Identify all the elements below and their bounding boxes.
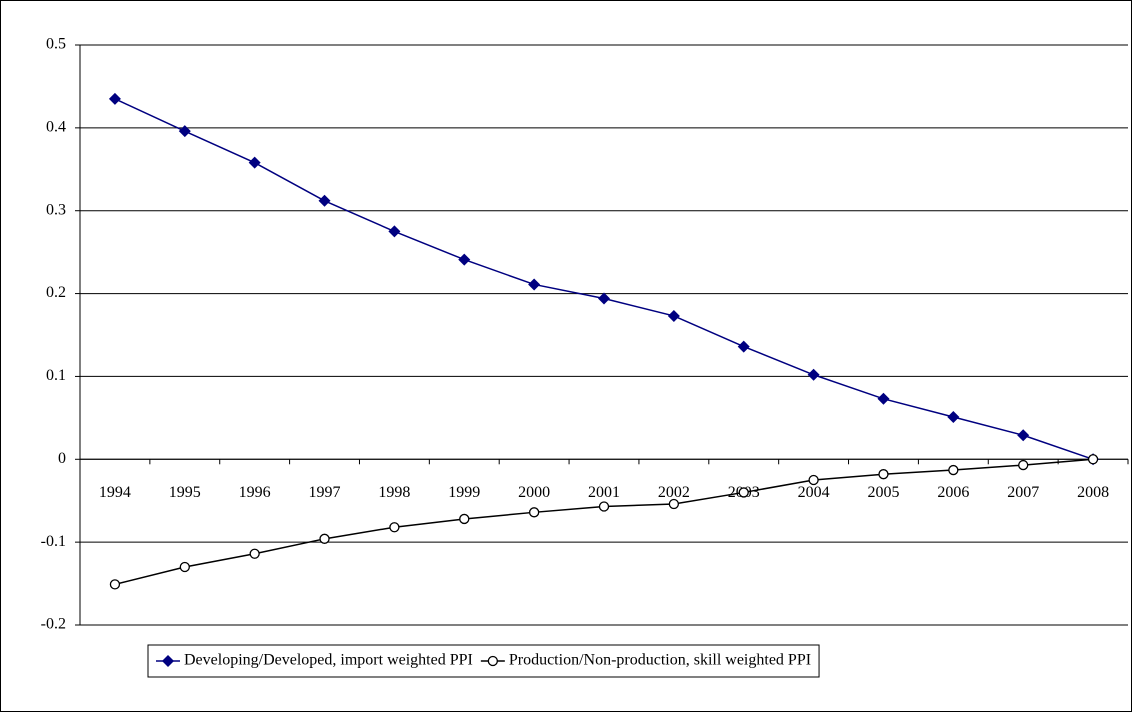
y-tick-label: -0.2	[41, 616, 66, 633]
y-tick-label: 0	[58, 450, 66, 467]
x-tick-label: 1996	[239, 484, 271, 501]
point	[162, 655, 174, 667]
x-tick-label: 1998	[378, 484, 410, 501]
legend: Developing/Developed, import weighted PP…	[147, 644, 820, 678]
point	[178, 125, 191, 138]
point	[807, 368, 820, 381]
point	[808, 474, 819, 486]
point	[179, 561, 190, 573]
point	[1017, 429, 1030, 442]
point	[877, 392, 890, 405]
point	[878, 469, 889, 480]
y-tick-label: 0.3	[46, 201, 66, 218]
point	[108, 92, 121, 105]
point	[487, 655, 498, 667]
x-tick-label: 1999	[448, 484, 480, 501]
point	[738, 487, 749, 498]
point	[459, 513, 470, 525]
point	[389, 522, 400, 533]
point	[1087, 454, 1099, 465]
y-tick-label: 0.4	[46, 119, 66, 136]
point	[388, 225, 401, 238]
x-tick-label: 1995	[169, 484, 201, 501]
point	[947, 411, 960, 424]
y-tick-label: 0.1	[46, 367, 66, 384]
y-tick-label: 0.5	[46, 36, 66, 53]
point	[1018, 459, 1029, 471]
point	[737, 340, 750, 353]
point	[318, 194, 331, 207]
point	[528, 507, 540, 518]
x-tick-label: 1997	[309, 484, 341, 501]
point	[668, 498, 680, 510]
point	[948, 464, 959, 476]
point	[528, 278, 541, 291]
point	[248, 156, 261, 169]
x-tick-label: 2005	[867, 484, 899, 501]
y-tick-label: 0.2	[46, 284, 66, 301]
point	[598, 501, 610, 512]
point	[458, 253, 471, 266]
x-tick-label: 2004	[798, 484, 830, 501]
point	[249, 548, 260, 559]
x-tick-label: 2008	[1077, 484, 1109, 501]
legend-label: Production/Non-production, skill weighte…	[509, 652, 811, 669]
point	[598, 292, 610, 305]
x-tick-label: 2006	[937, 484, 969, 501]
legend-label: Developing/Developed, import weighted PP…	[184, 652, 473, 669]
point	[319, 533, 330, 544]
x-tick-label: 2002	[658, 484, 690, 501]
x-tick-label: 2001	[588, 484, 620, 501]
y-tick-label: -0.1	[41, 533, 66, 550]
x-tick-label: 2007	[1007, 484, 1039, 501]
x-tick-label: 1994	[99, 484, 131, 501]
point	[667, 309, 680, 322]
x-tick-label: 2000	[518, 484, 550, 501]
point	[109, 579, 121, 590]
